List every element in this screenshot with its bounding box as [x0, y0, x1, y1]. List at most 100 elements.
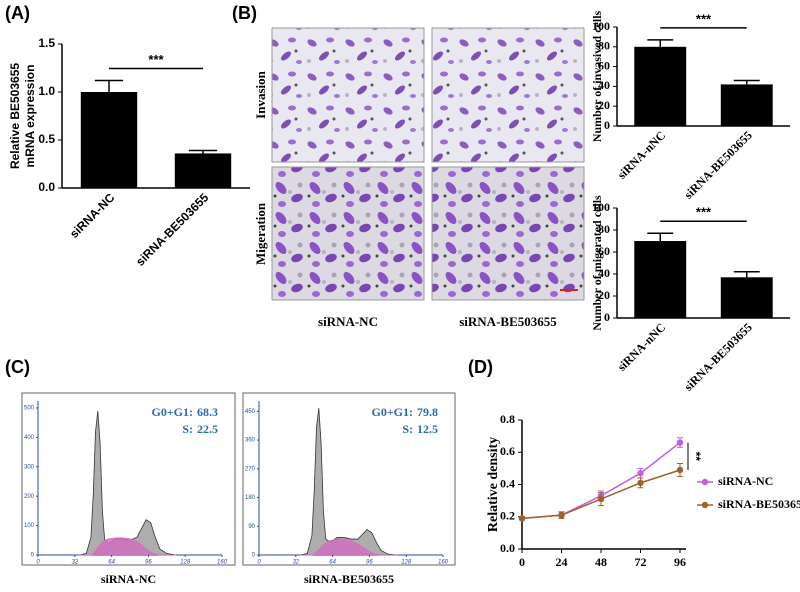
error-bar: [188, 149, 218, 154]
y-tick-label: 270: [245, 466, 256, 472]
x-tick-label: siRNA-BE503655: [681, 320, 755, 394]
stat-value: 22.5: [197, 422, 218, 436]
x-tick-label: 0: [36, 560, 40, 566]
y-tick-label: 100: [592, 19, 610, 33]
error-bar: [733, 271, 760, 278]
micrograph: [431, 166, 585, 301]
legend-label: siRNA-BE503655: [718, 497, 800, 511]
x-tick-label: 32: [292, 560, 299, 566]
y-tick-label: 0: [31, 553, 35, 559]
panel-label: (A): [5, 3, 30, 23]
data-point: [676, 466, 684, 474]
x-tick-label: 24: [556, 555, 568, 569]
bar: [634, 46, 687, 126]
x-tick-label: 96: [674, 555, 686, 569]
histogram-area: [79, 537, 176, 556]
bar: [174, 153, 232, 188]
y-axis-label: Relative density: [486, 437, 501, 532]
plot-frame: [21, 392, 236, 566]
y-tick-label: 0.8: [500, 412, 515, 426]
y-tick-label: 100: [592, 200, 610, 214]
x-tick-label: 0: [257, 560, 261, 566]
significance-label: ***: [148, 52, 164, 67]
significance-label: ***: [696, 205, 712, 220]
error-bar: [647, 39, 674, 47]
x-tick-label: 64: [108, 560, 115, 566]
data-point: [676, 439, 684, 446]
y-tick-label: 60: [598, 244, 610, 258]
x-tick-label: 48: [595, 555, 607, 569]
bar: [720, 277, 773, 318]
bar: [720, 84, 773, 126]
y-tick-label: 0: [252, 553, 256, 559]
x-tick-label: 96: [366, 560, 373, 566]
stat-label: G0+G1:: [371, 405, 413, 419]
x-axis-label: siRNA-NC: [101, 572, 156, 586]
y-tick-label: 80: [598, 222, 610, 236]
histogram-area: [300, 408, 398, 556]
x-axis-label: siRNA-BE503655: [304, 572, 394, 586]
error-bar: [647, 232, 674, 241]
y-tick-label: 0.0: [500, 541, 515, 555]
x-tick-label: 64: [329, 560, 336, 566]
data-point: [518, 515, 526, 522]
x-tick-label: siRNA-BE503655: [133, 190, 212, 269]
x-tick-label: 96: [145, 560, 152, 566]
legend-label: siRNA-NC: [718, 474, 773, 488]
bar: [80, 92, 138, 188]
row-label: Migeration: [253, 202, 268, 265]
y-tick-label: 400: [24, 435, 35, 441]
significance-label: **: [689, 452, 703, 462]
y-tick-label: 1.5: [38, 36, 55, 50]
y-axis-label: mRNA expression: [23, 65, 37, 168]
stat-label: S:: [182, 422, 193, 436]
y-tick-label: 80: [598, 39, 610, 53]
x-tick-label: siRNA-nNC: [615, 320, 669, 374]
x-tick-label: siRNA-nNC: [615, 128, 669, 182]
y-tick-label: 360: [245, 438, 256, 444]
row-label: Invasion: [253, 70, 268, 118]
y-tick-label: 40: [598, 266, 610, 280]
panel-label: (D): [468, 357, 493, 377]
data-point: [558, 511, 565, 519]
x-tick-label: 0: [519, 555, 525, 569]
y-tick-label: 0.2: [500, 509, 515, 523]
column-label: siRNA-BE503655: [459, 314, 557, 329]
plot-frame: [242, 392, 456, 566]
y-tick-label: 0: [604, 310, 610, 324]
significance-label: ***: [696, 11, 712, 26]
y-axis-label: Number of migerated cells: [590, 195, 604, 331]
data-point: [597, 495, 605, 503]
stat-value: 68.3: [197, 405, 218, 419]
y-tick-label: 300: [24, 464, 35, 470]
x-tick-label: 72: [635, 555, 647, 569]
column-label: siRNA-NC: [318, 314, 378, 329]
y-tick-label: 500: [24, 406, 35, 412]
x-tick-label: siRNA-NC: [67, 190, 118, 241]
y-tick-label: 40: [598, 78, 610, 92]
x-tick-label: 160: [438, 560, 449, 566]
data-point: [637, 479, 644, 487]
panel-label: (B): [232, 3, 257, 23]
bar: [634, 241, 687, 318]
micrograph: [271, 166, 425, 301]
x-tick-label: 128: [401, 560, 412, 566]
micrograph: [431, 27, 585, 163]
y-tick-label: 0: [604, 118, 610, 132]
histogram-area: [300, 538, 397, 556]
y-tick-label: 0.4: [500, 476, 515, 490]
y-tick-label: 60: [598, 58, 610, 72]
x-tick-label: 32: [71, 560, 78, 566]
x-tick-label: 160: [217, 560, 228, 566]
y-axis-label: Number of invasived cells: [590, 10, 604, 142]
x-tick-label: siRNA-BE503655: [681, 128, 755, 202]
y-tick-label: 20: [598, 98, 610, 112]
stat-label: G0+G1:: [151, 405, 193, 419]
panel-label: (C): [5, 357, 30, 377]
y-tick-label: 180: [245, 495, 256, 501]
y-tick-label: 200: [24, 494, 35, 500]
stat-value: 79.8: [417, 405, 438, 419]
y-tick-label: 90: [248, 524, 255, 530]
